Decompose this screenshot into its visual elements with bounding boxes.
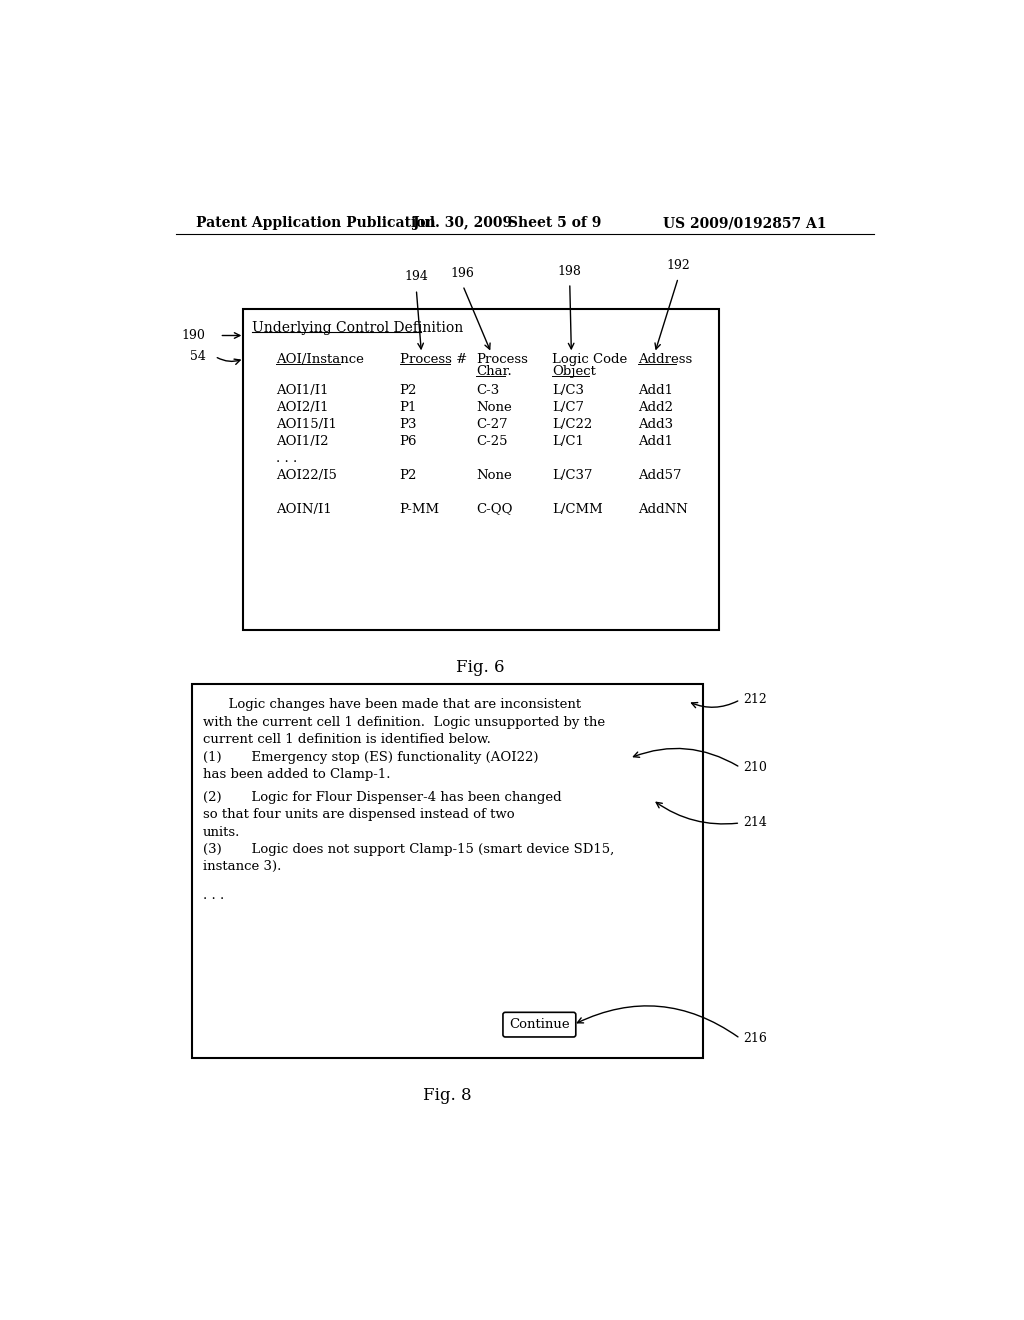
Text: 190: 190 <box>181 329 206 342</box>
Text: Add1: Add1 <box>638 434 673 447</box>
Text: 210: 210 <box>743 760 767 774</box>
Text: 54: 54 <box>189 350 206 363</box>
Text: Add1: Add1 <box>638 384 673 397</box>
Text: Jul. 30, 2009: Jul. 30, 2009 <box>414 216 512 230</box>
Text: C-27: C-27 <box>476 418 508 430</box>
Text: L/C22: L/C22 <box>552 418 592 430</box>
Text: Process: Process <box>476 354 527 366</box>
Text: L/CMM: L/CMM <box>552 503 603 516</box>
Text: C-25: C-25 <box>476 434 507 447</box>
Text: L/C37: L/C37 <box>552 469 593 482</box>
Text: None: None <box>476 401 512 414</box>
Text: AOI15/I1: AOI15/I1 <box>276 418 337 430</box>
Text: Patent Application Publication: Patent Application Publication <box>197 216 436 230</box>
Text: AOIN/I1: AOIN/I1 <box>276 503 332 516</box>
Text: Add3: Add3 <box>638 418 673 430</box>
Text: Address: Address <box>638 354 692 366</box>
Text: 198: 198 <box>558 265 582 277</box>
Text: 214: 214 <box>743 816 767 829</box>
Text: US 2009/0192857 A1: US 2009/0192857 A1 <box>663 216 826 230</box>
Text: (3)       Logic does not support Clamp-15 (smart device SD15,
instance 3).: (3) Logic does not support Clamp-15 (sma… <box>203 843 614 874</box>
Text: AOI2/I1: AOI2/I1 <box>276 401 329 414</box>
Text: Sheet 5 of 9: Sheet 5 of 9 <box>508 216 601 230</box>
Text: L/C3: L/C3 <box>552 384 584 397</box>
Text: Continue: Continue <box>509 1018 569 1031</box>
Text: Fig. 8: Fig. 8 <box>423 1088 472 1104</box>
Text: AOI1/I2: AOI1/I2 <box>276 434 329 447</box>
Text: 194: 194 <box>404 271 428 284</box>
Text: P2: P2 <box>399 384 417 397</box>
Text: Logic Code: Logic Code <box>552 354 628 366</box>
Text: Underlying Control Definition: Underlying Control Definition <box>252 321 463 335</box>
Text: AddNN: AddNN <box>638 503 687 516</box>
FancyBboxPatch shape <box>191 684 703 1057</box>
FancyBboxPatch shape <box>503 1012 575 1038</box>
Text: (2)       Logic for Flour Dispenser-4 has been changed
so that four units are di: (2) Logic for Flour Dispenser-4 has been… <box>203 791 562 838</box>
Text: Char.: Char. <box>476 364 512 378</box>
Text: AOI1/I1: AOI1/I1 <box>276 384 329 397</box>
Text: P3: P3 <box>399 418 417 430</box>
Text: 196: 196 <box>451 267 475 280</box>
Text: Object: Object <box>552 364 596 378</box>
Text: Fig. 6: Fig. 6 <box>457 659 505 676</box>
Text: P1: P1 <box>399 401 417 414</box>
Text: . . .: . . . <box>276 451 297 465</box>
Text: Add57: Add57 <box>638 469 681 482</box>
Text: AOI22/I5: AOI22/I5 <box>276 469 337 482</box>
Text: None: None <box>476 469 512 482</box>
Text: Logic changes have been made that are inconsistent
with the current cell 1 defin: Logic changes have been made that are in… <box>203 698 605 746</box>
Text: C-QQ: C-QQ <box>476 503 512 516</box>
Text: L/C7: L/C7 <box>552 401 584 414</box>
Text: Process #: Process # <box>399 354 467 366</box>
Text: L/C1: L/C1 <box>552 434 584 447</box>
FancyBboxPatch shape <box>243 309 719 630</box>
Text: AOI/Instance: AOI/Instance <box>276 354 364 366</box>
Text: 212: 212 <box>743 693 767 706</box>
Text: P-MM: P-MM <box>399 503 440 516</box>
Text: P2: P2 <box>399 469 417 482</box>
Text: 192: 192 <box>667 259 690 272</box>
Text: (1)       Emergency stop (ES) functionality (AOI22)
has been added to Clamp-1.: (1) Emergency stop (ES) functionality (A… <box>203 751 539 781</box>
Text: C-3: C-3 <box>476 384 499 397</box>
Text: . . .: . . . <box>203 890 224 902</box>
Text: P6: P6 <box>399 434 417 447</box>
Text: 216: 216 <box>743 1032 767 1045</box>
Text: Add2: Add2 <box>638 401 673 414</box>
